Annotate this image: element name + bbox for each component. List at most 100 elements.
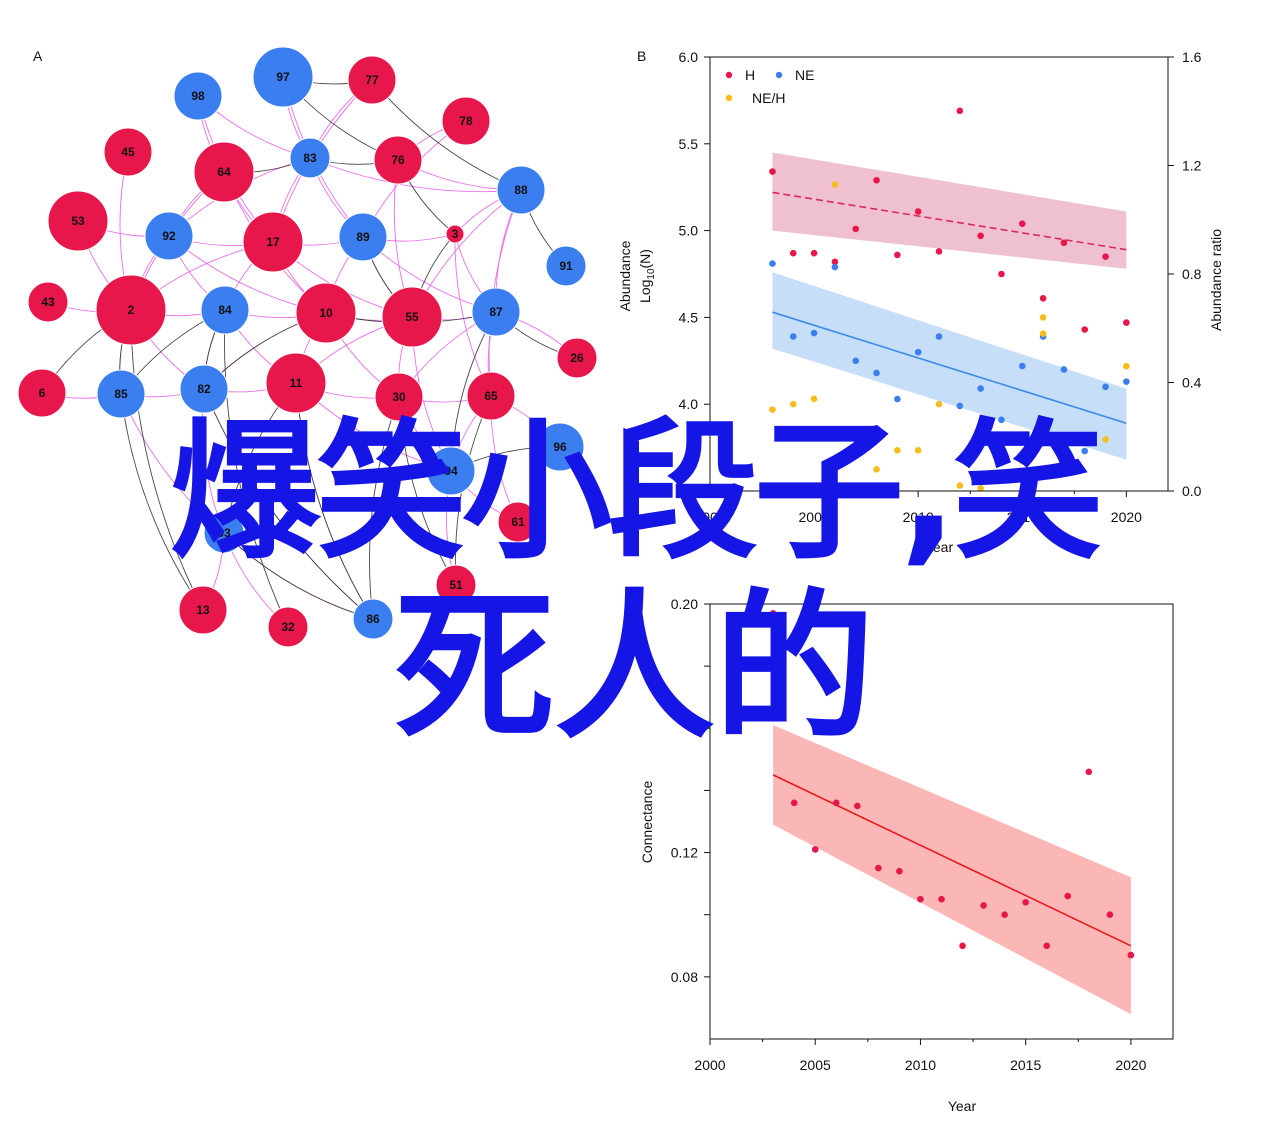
network-node-82 (179, 364, 229, 414)
network-node-label-91: 91 (559, 259, 573, 273)
point-connectance-7 (917, 895, 924, 903)
y-tick-label: 0.12 (671, 845, 698, 861)
network-node-label-88: 88 (514, 183, 528, 197)
point-ne-h-13 (1039, 314, 1047, 321)
legend-label-ne: NE (795, 67, 814, 83)
point-ne-h-3 (831, 181, 839, 188)
point-h-17 (1123, 319, 1130, 326)
network-node-93 (203, 512, 245, 554)
trend-line-connectance (772, 774, 1132, 947)
network-node-label-6: 6 (39, 386, 46, 400)
y-left-tick-label: 6.0 (679, 49, 699, 65)
network-node-76 (373, 135, 423, 185)
network-node-label-30: 30 (392, 390, 406, 404)
point-ne-h-2 (810, 395, 818, 403)
point-h-7 (914, 208, 922, 215)
edge-dark (224, 309, 289, 628)
point-h-11 (998, 270, 1005, 278)
panel-c-points (769, 610, 1135, 959)
trend-line-h (772, 191, 1127, 251)
network-node-label-98: 98 (191, 89, 205, 103)
point-ne-17 (1123, 378, 1130, 385)
y-tick-label: 0.08 (671, 969, 698, 985)
point-ne-h-11 (998, 476, 1005, 484)
point-ne-12 (1018, 362, 1026, 370)
point-connectance-5 (875, 864, 882, 872)
panel-b-trend-lines (772, 191, 1127, 425)
point-connectance-12 (1022, 898, 1029, 906)
network-node-label-83: 83 (303, 151, 317, 165)
edge-dark (223, 532, 374, 620)
panel-b-label: B (637, 48, 646, 64)
point-h-16 (1102, 253, 1109, 260)
network-node-label-97: 97 (276, 70, 290, 84)
point-ne-14 (1060, 366, 1068, 373)
panel-c-ticks: 2000 2005 2010 2015 2020 0.08 0.12 0.20 (671, 596, 1147, 1073)
point-ne-9 (956, 402, 964, 410)
edge-magenta (120, 393, 225, 534)
point-ne-3 (831, 263, 839, 271)
point-h-1 (789, 249, 797, 257)
panel-c-frame (709, 603, 1174, 1040)
point-h-13 (1039, 295, 1047, 302)
network-node-13 (178, 585, 228, 635)
point-ne-h-10 (977, 484, 984, 492)
point-ne-11 (998, 416, 1005, 424)
y-right-tick-label: 1.2 (1182, 158, 1202, 174)
network-node-53 (47, 190, 109, 252)
point-connectance-3 (832, 799, 840, 807)
network-node-label-43: 43 (41, 295, 55, 309)
y-left-tick-label: 4.0 (679, 396, 699, 412)
edge-magenta (309, 157, 522, 193)
point-h-4 (852, 225, 860, 233)
y-right-tick-label: 0.8 (1182, 266, 1202, 282)
network-node-26 (556, 337, 598, 379)
network-node-55 (381, 286, 443, 348)
network-node-label-3: 3 (452, 227, 459, 241)
point-connectance-17 (1127, 951, 1135, 959)
point-h-2 (810, 249, 818, 257)
x-tick-label: 2000 (694, 509, 725, 525)
legend-label-h: H (745, 67, 755, 83)
point-ne-10 (977, 385, 984, 392)
network-node-label-76: 76 (391, 153, 405, 167)
point-ne-h-14 (1039, 330, 1047, 337)
network-node-98 (173, 71, 223, 121)
point-h-14 (1060, 239, 1068, 247)
point-h-5 (873, 176, 880, 184)
x-tick-label: 2015 (1010, 1057, 1041, 1073)
network-node-83 (289, 137, 331, 179)
network-node-label-86: 86 (366, 612, 380, 626)
network-node-label-55: 55 (405, 310, 419, 324)
point-ne-h-4 (852, 447, 860, 454)
edge-magenta (223, 532, 374, 620)
y-right-tick-label: 1.6 (1182, 49, 1202, 65)
panel-b-right-axis-label: Abundance ratio (1208, 229, 1224, 331)
x-tick-label: 2020 (1111, 509, 1142, 525)
panel-a-network: A 97 98 77 78 45 64 83 76 88 53 92 17 89 3 91 43 2 84 10 55… (17, 46, 598, 648)
network-node-label-61: 61 (511, 515, 525, 529)
edge-dark (398, 396, 457, 586)
y-right-tick-label: 0.4 (1182, 375, 1202, 391)
band-h (772, 152, 1127, 269)
edge-dark (120, 393, 204, 611)
point-ne-8 (935, 333, 943, 340)
network-node-label-94: 94 (444, 464, 458, 478)
edge-dark (130, 309, 204, 611)
point-connectance-9 (959, 942, 966, 950)
point-ne-0 (769, 260, 776, 267)
point-h-9 (956, 107, 964, 115)
point-ne-h-1 (789, 400, 797, 408)
point-ne-1 (789, 333, 797, 340)
network-node-61 (497, 501, 539, 543)
point-connectance-14 (1064, 892, 1072, 900)
x-tick-label: 2005 (799, 509, 830, 525)
y-tick-label: 0.20 (671, 596, 698, 612)
network-node-label-87: 87 (489, 305, 503, 319)
point-ne-4 (852, 357, 860, 365)
band-connectance (773, 725, 1131, 1015)
point-ne-5 (873, 369, 880, 377)
panel-c-confidence-band (773, 725, 1131, 1015)
ylabel-n: (N) (637, 249, 653, 268)
point-ne-h-0 (769, 406, 776, 413)
